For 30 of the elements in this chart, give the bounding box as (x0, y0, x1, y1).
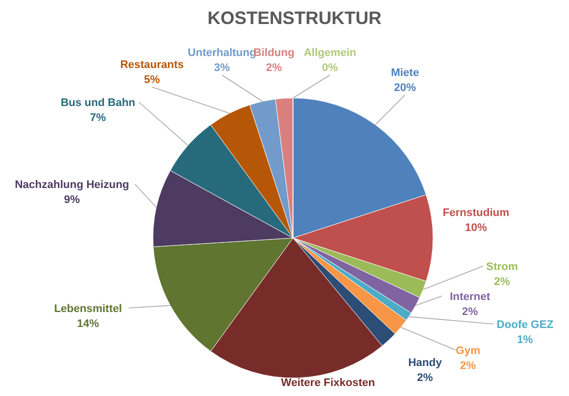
slice-label: Handy (408, 357, 443, 369)
slice-label: Lebensmittel (54, 303, 122, 315)
data-label: 1% (517, 334, 534, 346)
text: 0% (322, 62, 338, 74)
data-label: 2% (494, 276, 510, 288)
data-label: 2% (460, 360, 476, 372)
slice-label: Miete (390, 67, 420, 79)
data-label: 5% (144, 74, 160, 86)
data-label: 2% (417, 372, 434, 384)
slice-label: Restaurants (120, 59, 184, 71)
data-label: 7% (90, 112, 106, 124)
slice-label: Fernstudium (442, 207, 510, 219)
data-label: 14% (76, 318, 100, 330)
slice-label: Bildung (254, 47, 294, 59)
slice-label: Weitere Fixkosten (281, 377, 376, 389)
data-label: 10% (464, 222, 488, 234)
data-label: 2% (266, 62, 282, 74)
category-label: Allgemein (304, 47, 356, 59)
data-label: 20% (394, 82, 416, 94)
slice-label: Strom (486, 261, 518, 273)
data-label: 2% (462, 306, 478, 318)
slice-label: Unterhaltung (188, 47, 256, 59)
slice-label: Bus und Bahn (60, 97, 136, 109)
chart-title: KOSTENSTRUKTUR (208, 8, 382, 28)
slice-label: Doofe GEZ (496, 319, 554, 331)
slice-label: Nachzahlung Heizung (14, 179, 130, 191)
slice-label: Gym (456, 345, 480, 357)
data-label: 9% (64, 194, 80, 206)
slice-label: Internet (450, 291, 490, 303)
data-label: 3% (214, 62, 230, 74)
